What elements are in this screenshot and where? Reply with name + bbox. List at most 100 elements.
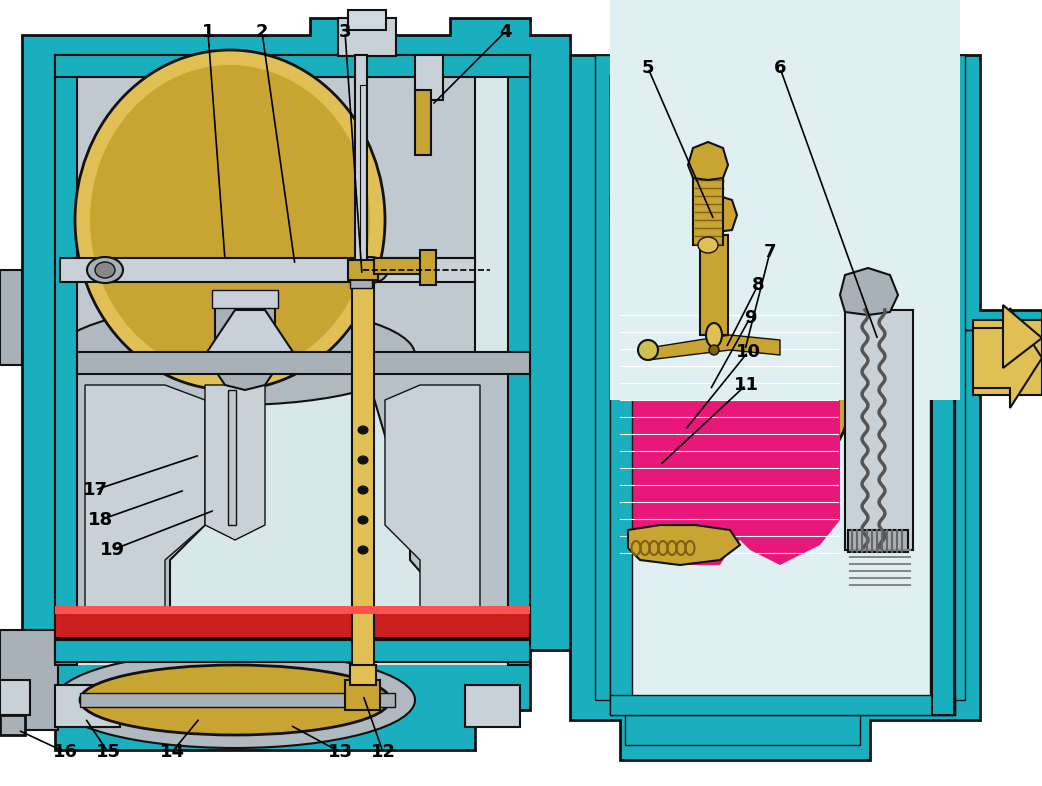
Bar [345, 680, 380, 710]
Bar [610, 695, 956, 715]
Bar [55, 55, 475, 385]
Text: 9: 9 [744, 309, 756, 327]
Bar [55, 606, 530, 614]
Text: 18: 18 [88, 511, 113, 529]
Ellipse shape [352, 257, 388, 283]
Text: 11: 11 [734, 376, 759, 394]
Bar [0, 680, 30, 715]
Bar [374, 258, 429, 274]
Bar [55, 640, 530, 662]
Polygon shape [695, 195, 737, 232]
Bar [465, 685, 520, 727]
Bar [610, 75, 956, 97]
Text: 6: 6 [774, 59, 787, 77]
Bar [359, 85, 366, 275]
Polygon shape [840, 268, 898, 315]
Ellipse shape [358, 426, 368, 434]
Ellipse shape [359, 262, 380, 278]
Polygon shape [628, 525, 740, 565]
Bar [80, 693, 395, 707]
Polygon shape [688, 142, 728, 180]
Ellipse shape [706, 323, 722, 347]
Text: 1: 1 [202, 23, 215, 41]
Bar [415, 55, 443, 100]
Bar [973, 320, 1042, 395]
Bar [348, 260, 378, 280]
Text: 4: 4 [499, 23, 512, 41]
Bar [0, 630, 58, 730]
Text: 10: 10 [736, 343, 761, 361]
Ellipse shape [698, 237, 718, 253]
Bar [55, 55, 530, 665]
Bar [932, 75, 954, 715]
Text: 19: 19 [99, 541, 124, 559]
Polygon shape [85, 385, 205, 625]
Ellipse shape [90, 65, 370, 375]
Ellipse shape [95, 262, 115, 278]
Bar [0, 715, 25, 735]
Text: 3: 3 [339, 23, 351, 41]
Ellipse shape [80, 665, 390, 735]
Bar [415, 90, 431, 155]
Text: 8: 8 [751, 276, 765, 294]
Bar [77, 352, 530, 374]
Text: 7: 7 [764, 243, 776, 261]
Bar [693, 175, 723, 245]
Bar [610, 0, 960, 400]
Ellipse shape [55, 652, 415, 748]
Bar [228, 390, 235, 525]
Text: 12: 12 [371, 743, 396, 761]
Text: 13: 13 [327, 743, 352, 761]
Bar [60, 258, 475, 282]
Ellipse shape [75, 50, 384, 390]
Ellipse shape [55, 305, 415, 405]
Bar [55, 55, 530, 77]
Text: 5: 5 [642, 59, 654, 77]
Polygon shape [595, 35, 1010, 745]
Bar [845, 310, 913, 550]
Polygon shape [618, 310, 840, 565]
Bar [420, 250, 436, 285]
Bar [795, 75, 817, 210]
Polygon shape [215, 300, 275, 390]
Bar [55, 55, 77, 665]
Ellipse shape [358, 516, 368, 524]
Bar [931, 75, 952, 700]
Ellipse shape [358, 486, 368, 494]
Ellipse shape [620, 305, 850, 495]
Bar [350, 270, 372, 288]
Text: 16: 16 [52, 743, 77, 761]
Bar [848, 530, 908, 552]
Polygon shape [370, 370, 530, 640]
Ellipse shape [638, 340, 658, 360]
Ellipse shape [358, 456, 368, 464]
Text: 15: 15 [96, 743, 121, 761]
Bar [610, 75, 956, 715]
Polygon shape [384, 385, 480, 625]
Bar [610, 75, 632, 700]
Polygon shape [22, 18, 570, 750]
Bar [55, 608, 530, 638]
Polygon shape [570, 35, 1042, 760]
Bar [348, 10, 386, 30]
Bar [0, 270, 22, 365]
Bar [338, 18, 396, 56]
Polygon shape [55, 370, 210, 640]
Bar [352, 265, 374, 695]
Text: 2: 2 [255, 23, 268, 41]
Bar [508, 55, 530, 665]
Polygon shape [205, 385, 265, 540]
Polygon shape [205, 310, 295, 370]
Polygon shape [973, 308, 1042, 408]
Ellipse shape [86, 257, 123, 283]
Bar [55, 685, 120, 727]
Bar [610, 195, 956, 217]
Ellipse shape [358, 546, 368, 554]
Polygon shape [648, 335, 780, 360]
Ellipse shape [709, 345, 719, 355]
Polygon shape [1003, 305, 1042, 368]
Bar [700, 235, 728, 335]
Text: 17: 17 [82, 481, 107, 499]
Text: 14: 14 [159, 743, 184, 761]
Bar [350, 665, 376, 685]
